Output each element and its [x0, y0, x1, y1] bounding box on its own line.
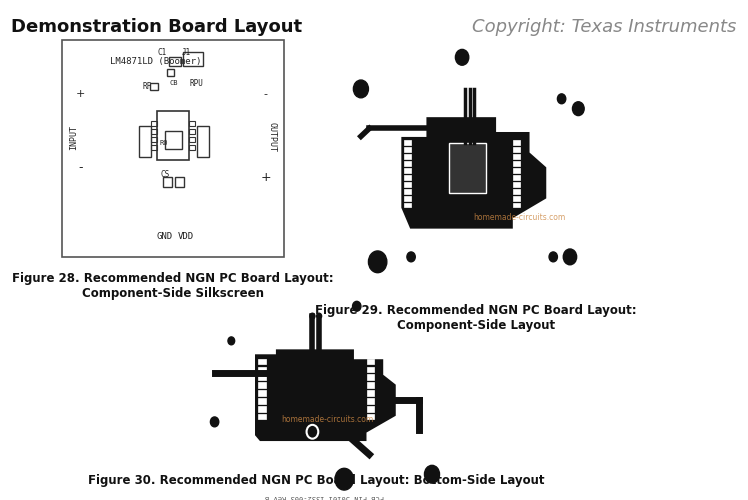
Bar — [151, 136, 157, 141]
Bar — [258, 406, 266, 411]
Bar — [405, 147, 411, 152]
Bar — [258, 358, 266, 364]
Bar — [151, 144, 157, 150]
Text: homemade-circuits.com: homemade-circuits.com — [473, 213, 566, 222]
Bar — [62, 40, 284, 257]
Bar — [168, 68, 174, 76]
Bar — [367, 358, 374, 364]
Bar — [513, 182, 520, 186]
Circle shape — [210, 417, 218, 427]
Bar — [513, 161, 520, 166]
Circle shape — [316, 313, 322, 319]
Bar — [405, 196, 411, 200]
Bar — [405, 175, 411, 180]
Text: GND: GND — [157, 232, 173, 241]
Bar — [405, 188, 411, 194]
Circle shape — [307, 425, 318, 438]
Circle shape — [563, 249, 577, 265]
Text: CB: CB — [169, 80, 177, 86]
Bar — [405, 154, 411, 159]
Bar — [175, 177, 184, 187]
Circle shape — [407, 252, 415, 262]
Circle shape — [352, 302, 361, 311]
Bar — [183, 52, 203, 66]
Bar — [258, 374, 266, 380]
Text: LM4871LD (Boomer): LM4871LD (Boomer) — [110, 58, 201, 66]
Bar — [513, 168, 520, 173]
Polygon shape — [257, 350, 394, 440]
Circle shape — [424, 466, 440, 483]
Circle shape — [456, 50, 469, 65]
Bar — [513, 154, 520, 159]
Circle shape — [369, 251, 387, 272]
Bar — [189, 136, 195, 141]
Bar — [513, 147, 520, 152]
Bar — [513, 202, 520, 207]
Text: Figure 28. Recommended NGN PC Board Layout:
Component-Side Silkscreen: Figure 28. Recommended NGN PC Board Layo… — [13, 272, 334, 299]
Bar — [258, 382, 266, 388]
Bar — [367, 414, 374, 420]
Bar — [258, 398, 266, 404]
Text: C1: C1 — [157, 48, 167, 56]
Text: Copyright: Texas Instruments: Copyright: Texas Instruments — [472, 18, 737, 36]
Bar — [197, 126, 209, 158]
Bar — [513, 140, 520, 145]
Text: J1: J1 — [182, 48, 191, 56]
Bar — [405, 140, 411, 145]
Bar — [405, 202, 411, 207]
Bar — [449, 144, 486, 192]
Bar — [367, 366, 374, 372]
Circle shape — [310, 313, 315, 319]
Text: Demonstration Board Layout: Demonstration Board Layout — [10, 18, 301, 36]
Bar — [513, 196, 520, 200]
Bar — [165, 131, 182, 148]
Bar — [405, 168, 411, 173]
Circle shape — [228, 337, 235, 345]
Bar — [258, 366, 266, 372]
Text: -: - — [263, 89, 268, 99]
Bar — [513, 175, 520, 180]
Bar — [157, 111, 189, 160]
Text: +: + — [76, 89, 85, 99]
Circle shape — [353, 80, 369, 98]
Text: VDD: VDD — [178, 232, 194, 241]
Text: Figure 30. Recommended NGN PC Board Layout: Bottom-Side Layout: Figure 30. Recommended NGN PC Board Layo… — [88, 474, 545, 487]
Text: homemade-circuits.com: homemade-circuits.com — [281, 416, 374, 424]
Bar — [367, 390, 374, 396]
Polygon shape — [402, 118, 545, 227]
Bar — [150, 84, 158, 90]
Bar — [405, 161, 411, 166]
Circle shape — [557, 94, 565, 104]
Bar — [405, 182, 411, 186]
Text: RF: RF — [142, 82, 152, 91]
Bar — [139, 126, 150, 158]
Text: OUTPUT: OUTPUT — [268, 122, 277, 152]
Text: PCB PIN 50101 1332-003 Rev B: PCB PIN 50101 1332-003 Rev B — [266, 494, 384, 500]
Text: -: - — [79, 162, 83, 174]
Bar — [367, 374, 374, 380]
Text: R0: R0 — [160, 140, 168, 145]
Bar — [189, 129, 195, 134]
Bar — [189, 144, 195, 150]
Text: +: + — [260, 172, 271, 184]
Bar — [189, 121, 195, 126]
Bar — [367, 406, 374, 411]
Bar — [169, 56, 181, 66]
Circle shape — [572, 102, 584, 116]
Circle shape — [335, 468, 353, 490]
Text: CS: CS — [161, 170, 170, 179]
Bar — [367, 382, 374, 388]
Bar — [513, 188, 520, 194]
Bar — [151, 121, 157, 126]
Bar — [258, 414, 266, 420]
Text: INPUT: INPUT — [70, 125, 79, 150]
Bar — [258, 390, 266, 396]
Bar — [151, 129, 157, 134]
Circle shape — [549, 252, 557, 262]
Text: RPU: RPU — [190, 79, 203, 88]
Bar — [367, 398, 374, 404]
Text: Figure 29. Recommended NGN PC Board Layout:
Component-Side Layout: Figure 29. Recommended NGN PC Board Layo… — [316, 304, 637, 332]
Bar — [163, 177, 172, 187]
